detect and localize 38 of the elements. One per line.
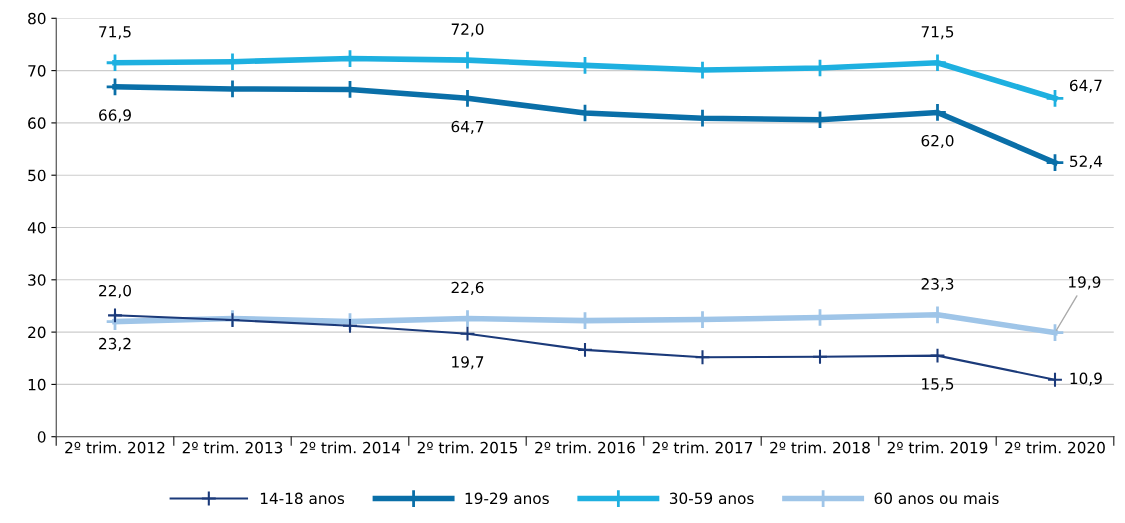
y-tick-label: 40 [27,221,46,234]
legend-label: 19-29 anos [465,492,549,505]
y-tick-label: 80 [28,12,46,25]
x-tick-label: 2º trim. 2016 [535,441,635,454]
data-label: 72,0 [451,23,484,37]
y-tick-label: 20 [28,326,46,339]
data-label: 15,5 [922,378,954,392]
x-tick-label: 2º trim. 2019 [887,441,988,454]
y-tick-label: 0 [37,431,46,443]
y-tick-label: 10 [28,378,46,391]
legend-label: 60 anos ou mais [874,492,999,505]
data-label: 62,0 [921,134,954,149]
x-tick-label: 2º trim. 2017 [652,441,753,454]
y-tick-label: 30 [28,274,46,286]
legend-label: 30-59 anos [669,492,754,505]
x-tick-label: 2º trim. 2013 [182,441,283,454]
y-tick-label: 70 [28,65,46,77]
x-tick-label: 2º trim. 2018 [770,441,870,454]
data-label: 23,3 [921,278,954,292]
data-label: 71,5 [99,26,131,40]
x-tick-label: 2º trim. 2015 [417,441,518,454]
y-tick-label: 50 [28,169,46,182]
x-tick-label: 2º trim. 2012 [65,441,165,454]
x-tick-label: 2º trim. 2014 [300,441,401,454]
x-tick-label: 2º trim. 2020 [1005,441,1105,454]
data-label: 71,5 [921,26,954,40]
data-label: 19,9 [1069,276,1101,290]
data-label: 64,7 [451,120,484,134]
y-tick-label: 60 [28,117,46,129]
data-label: 22,6 [451,281,484,295]
legend-label: 14-18 anos [260,492,345,505]
data-label: 66,9 [99,109,131,123]
data-label: 64,7 [1069,79,1102,93]
data-label: 23,2 [99,337,131,351]
data-label: 52,4 [1070,155,1103,169]
data-label: 19,7 [452,356,484,370]
data-label: 22,0 [99,284,131,299]
data-label: 10,9 [1070,372,1102,386]
